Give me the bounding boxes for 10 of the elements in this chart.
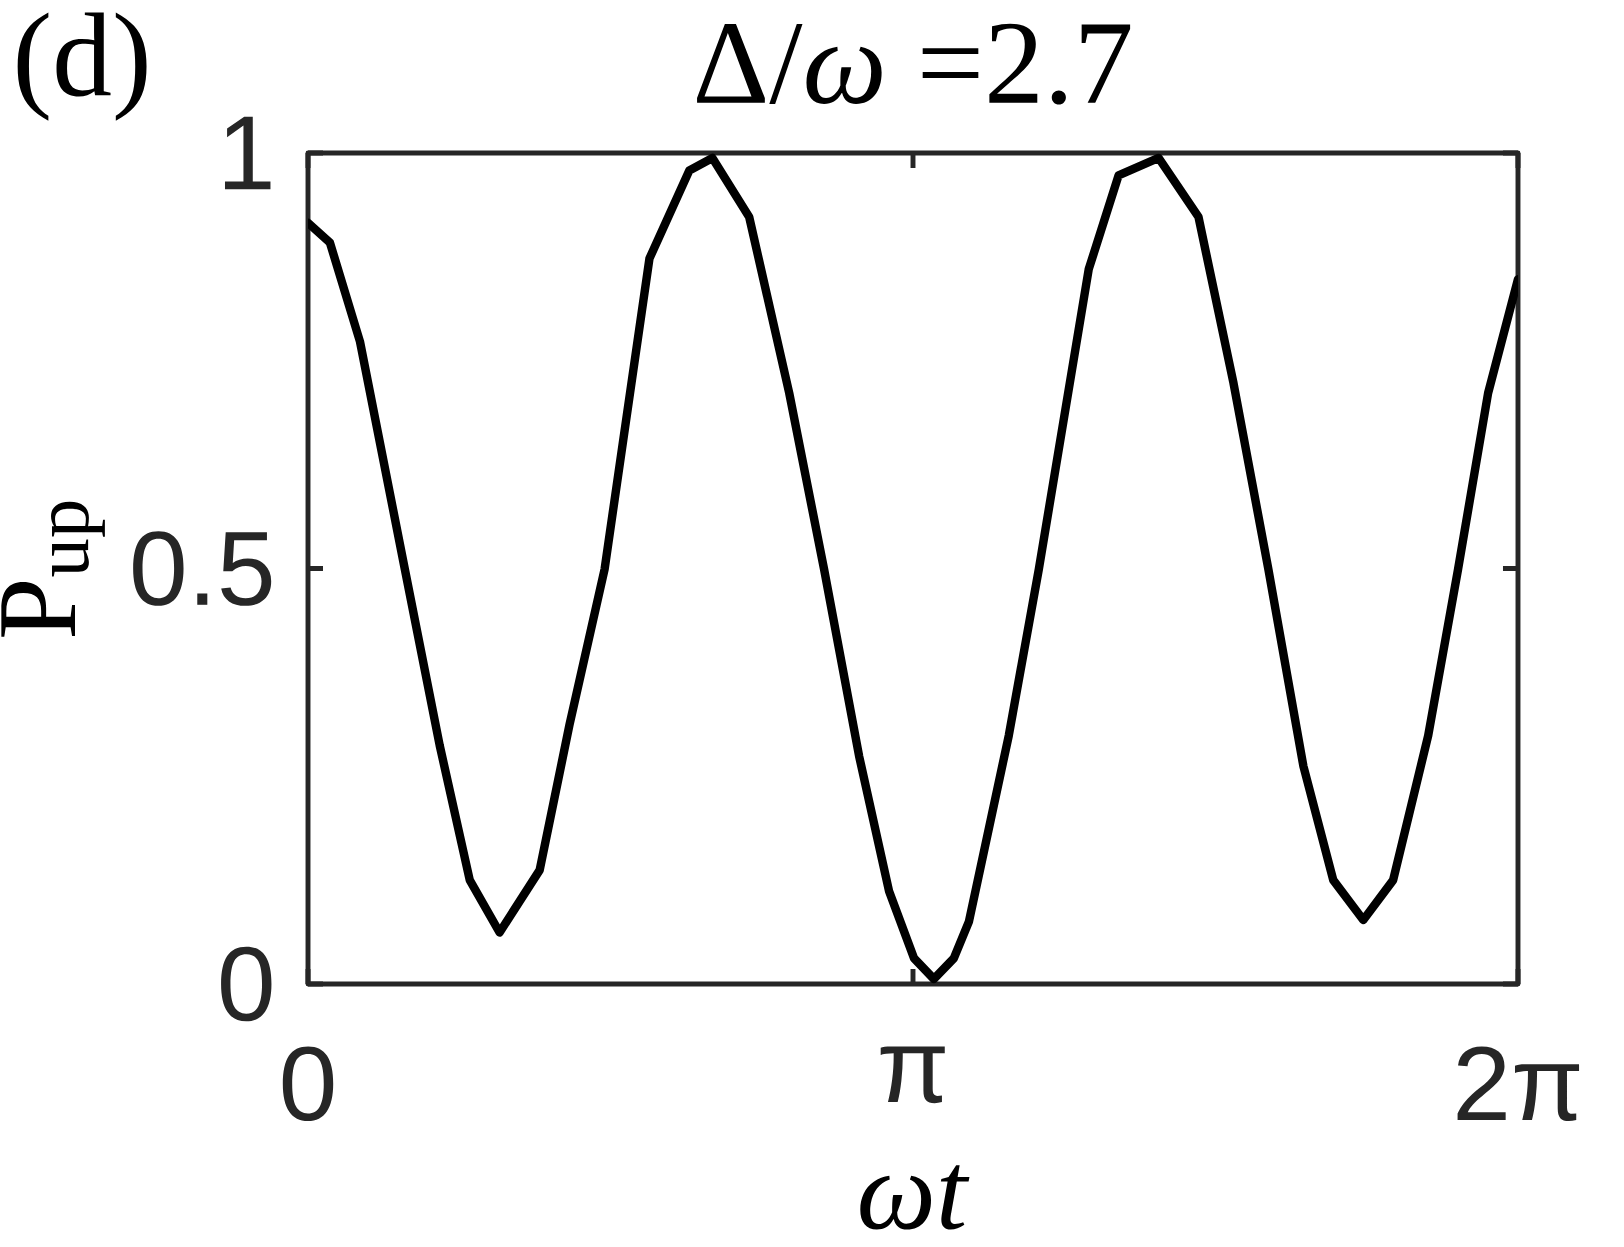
x-tick-label: 2π: [1457, 1046, 1580, 1122]
chart-title: Δ/ω =2.7: [697, 23, 1131, 105]
x-axis-title: ωt: [860, 1165, 970, 1230]
y-tick-label: 0: [221, 946, 272, 1022]
y-axis-title: P$_{up}$: [1, 501, 105, 637]
text: (d): [17, 12, 147, 121]
x-tick-label: π: [880, 1046, 945, 1104]
y-tick-label: 0.5: [133, 531, 272, 606]
y-tick-label: 1: [224, 116, 271, 190]
x-tick-label: 0: [282, 1046, 334, 1122]
